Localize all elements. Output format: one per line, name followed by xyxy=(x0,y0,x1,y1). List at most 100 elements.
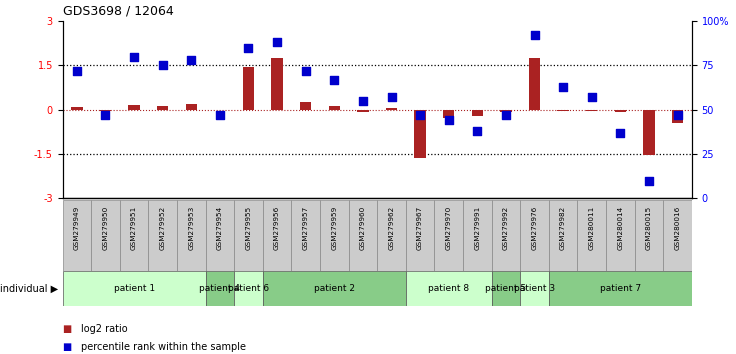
Bar xyxy=(128,105,140,110)
Text: patient 5: patient 5 xyxy=(485,284,526,293)
Bar xyxy=(443,110,454,118)
Text: GSM279954: GSM279954 xyxy=(217,206,223,250)
Bar xyxy=(472,110,483,116)
Bar xyxy=(243,67,254,110)
Text: GSM280014: GSM280014 xyxy=(618,206,623,250)
Bar xyxy=(157,106,169,110)
Point xyxy=(99,112,111,118)
Point xyxy=(71,68,82,74)
Bar xyxy=(349,200,377,271)
Text: GSM279960: GSM279960 xyxy=(360,206,366,250)
Text: GSM279956: GSM279956 xyxy=(274,206,280,250)
Bar xyxy=(406,200,434,271)
Point xyxy=(300,68,311,74)
Bar xyxy=(71,107,82,110)
Point xyxy=(615,130,626,136)
Bar xyxy=(205,200,234,271)
Text: GSM280011: GSM280011 xyxy=(589,206,595,250)
Bar xyxy=(177,200,205,271)
Text: GSM279962: GSM279962 xyxy=(389,206,394,250)
Text: patient 1: patient 1 xyxy=(113,284,155,293)
Bar xyxy=(377,200,406,271)
Bar xyxy=(100,110,111,111)
Point xyxy=(472,128,484,134)
Point xyxy=(185,57,197,63)
Bar xyxy=(634,200,663,271)
Bar xyxy=(663,200,692,271)
Text: GDS3698 / 12064: GDS3698 / 12064 xyxy=(63,5,173,18)
Bar xyxy=(63,200,91,271)
Bar xyxy=(149,200,177,271)
Text: patient 8: patient 8 xyxy=(428,284,470,293)
Text: GSM279959: GSM279959 xyxy=(331,206,337,250)
Bar xyxy=(234,200,263,271)
Text: patient 4: patient 4 xyxy=(199,284,241,293)
Point xyxy=(128,54,140,59)
Text: GSM280015: GSM280015 xyxy=(646,206,652,250)
Bar xyxy=(463,200,492,271)
Bar xyxy=(578,200,606,271)
Bar xyxy=(549,200,578,271)
Text: patient 2: patient 2 xyxy=(314,284,355,293)
Text: log2 ratio: log2 ratio xyxy=(81,324,127,334)
Bar xyxy=(492,200,520,271)
Text: patient 6: patient 6 xyxy=(228,284,269,293)
Bar xyxy=(414,110,426,159)
Text: patient 3: patient 3 xyxy=(514,284,555,293)
Bar xyxy=(500,110,512,112)
Point xyxy=(271,40,283,45)
Bar xyxy=(263,200,291,271)
Text: GSM279950: GSM279950 xyxy=(102,206,108,250)
Bar xyxy=(263,271,406,306)
Bar xyxy=(386,108,397,110)
Bar xyxy=(520,271,549,306)
Bar xyxy=(615,110,626,112)
Bar xyxy=(357,110,369,112)
Text: GSM279953: GSM279953 xyxy=(188,206,194,250)
Point xyxy=(643,178,655,183)
Bar xyxy=(234,271,263,306)
Text: patient 7: patient 7 xyxy=(600,284,641,293)
Point xyxy=(328,77,340,82)
Bar xyxy=(434,200,463,271)
Point xyxy=(443,118,455,123)
Bar xyxy=(606,200,634,271)
Bar xyxy=(328,106,340,110)
Text: GSM279957: GSM279957 xyxy=(302,206,308,250)
Bar xyxy=(643,110,654,155)
Text: GSM279952: GSM279952 xyxy=(160,206,166,250)
Point xyxy=(500,112,512,118)
Bar xyxy=(272,58,283,110)
Text: GSM279992: GSM279992 xyxy=(503,206,509,250)
Bar xyxy=(120,200,149,271)
Text: GSM279967: GSM279967 xyxy=(417,206,423,250)
Point xyxy=(357,98,369,104)
Bar xyxy=(520,200,549,271)
Bar xyxy=(185,104,197,110)
Bar xyxy=(528,58,540,110)
Point xyxy=(386,95,397,100)
Bar xyxy=(672,110,683,123)
Bar xyxy=(205,271,234,306)
Bar xyxy=(586,110,598,111)
Text: GSM279991: GSM279991 xyxy=(474,206,481,250)
Text: percentile rank within the sample: percentile rank within the sample xyxy=(81,342,246,352)
Bar xyxy=(291,200,320,271)
Text: GSM280016: GSM280016 xyxy=(674,206,681,250)
Point xyxy=(214,112,226,118)
Point xyxy=(557,84,569,90)
Bar xyxy=(549,271,692,306)
Point xyxy=(528,33,540,38)
Text: GSM279970: GSM279970 xyxy=(446,206,452,250)
Text: GSM279982: GSM279982 xyxy=(560,206,566,250)
Point xyxy=(157,63,169,68)
Text: ■: ■ xyxy=(63,324,72,334)
Point xyxy=(586,95,598,100)
Bar xyxy=(492,271,520,306)
Text: ■: ■ xyxy=(63,342,72,352)
Bar xyxy=(406,271,492,306)
Point xyxy=(672,112,684,118)
Text: GSM279976: GSM279976 xyxy=(531,206,537,250)
Bar xyxy=(91,200,120,271)
Bar xyxy=(300,102,311,110)
